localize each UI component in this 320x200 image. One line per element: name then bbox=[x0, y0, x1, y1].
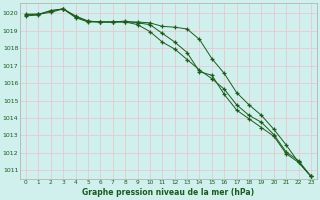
X-axis label: Graphe pression niveau de la mer (hPa): Graphe pression niveau de la mer (hPa) bbox=[83, 188, 255, 197]
